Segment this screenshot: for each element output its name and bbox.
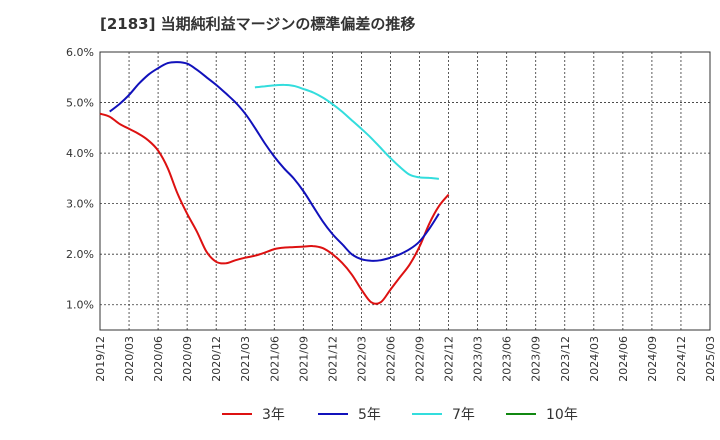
x-tick-label: 2023/09 bbox=[530, 336, 543, 382]
vertical-grid bbox=[128, 52, 682, 330]
legend-label: 3年 bbox=[262, 407, 285, 423]
plot-area-frame bbox=[99, 51, 711, 331]
y-tick-label: 2.0% bbox=[66, 248, 94, 261]
y-tick-label: 5.0% bbox=[66, 97, 94, 110]
x-tick-label: 2020/09 bbox=[181, 336, 194, 382]
x-tick-label: 2020/03 bbox=[123, 336, 136, 382]
x-axis-ticks: 2019/12 2020/03 2020/06 2020/09 2020/12 2021/… bbox=[94, 336, 717, 382]
y-tick-label: 3.0% bbox=[66, 198, 94, 211]
legend-label: 7年 bbox=[452, 407, 475, 423]
x-tick-label: 2024/12 bbox=[675, 336, 688, 382]
x-tick-label: 2021/09 bbox=[297, 336, 310, 382]
x-tick-label: 2022/06 bbox=[384, 336, 397, 382]
x-tick-label: 2024/09 bbox=[646, 336, 659, 382]
chart-title: [2183] 当期純利益マージンの標準偏差の推移 bbox=[100, 15, 415, 33]
legend-label: 10年 bbox=[546, 407, 578, 423]
legend-label: 5年 bbox=[358, 407, 381, 423]
x-tick-label: 2020/06 bbox=[152, 336, 165, 382]
x-tick-label: 2019/12 bbox=[94, 336, 107, 382]
x-tick-label: 2021/06 bbox=[268, 336, 281, 382]
x-tick-label: 2022/12 bbox=[443, 336, 456, 382]
x-tick-label: 2020/12 bbox=[210, 336, 223, 382]
x-tick-label: 2023/12 bbox=[559, 336, 572, 382]
y-tick-label: 4.0% bbox=[66, 147, 94, 160]
x-tick-label: 2022/03 bbox=[355, 336, 368, 382]
y-axis-ticks: 1.0% 2.0% 3.0% 4.0% 5.0% 6.0% bbox=[66, 46, 94, 312]
x-tick-label: 2023/06 bbox=[501, 336, 514, 382]
series-line-2 bbox=[109, 61, 440, 262]
series-line-3 bbox=[254, 83, 440, 180]
x-tick-label: 2023/03 bbox=[472, 336, 485, 382]
x-tick-label: 2021/03 bbox=[239, 336, 252, 382]
horizontal-grid bbox=[100, 102, 710, 306]
x-tick-label: 2024/06 bbox=[617, 336, 630, 382]
x-tick-label: 2021/12 bbox=[326, 336, 339, 382]
y-tick-label: 6.0% bbox=[66, 46, 94, 59]
legend: 3年 5年 7年 10年 bbox=[222, 407, 578, 423]
x-tick-label: 2022/09 bbox=[414, 336, 427, 382]
x-tick-label: 2024/03 bbox=[588, 336, 601, 382]
x-tick-label: 2025/03 bbox=[704, 336, 717, 382]
series-line-1 bbox=[99, 112, 450, 305]
series-lines bbox=[99, 61, 450, 305]
y-tick-label: 1.0% bbox=[66, 299, 94, 312]
